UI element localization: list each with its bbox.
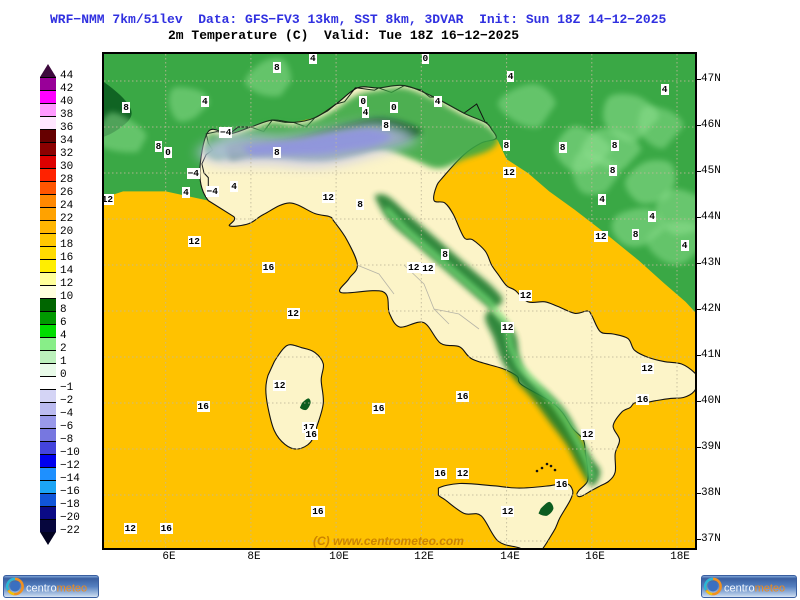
svg-text:centrometeo: centrometeo (26, 583, 87, 595)
svg-text:centrometeo: centrometeo (724, 583, 785, 595)
